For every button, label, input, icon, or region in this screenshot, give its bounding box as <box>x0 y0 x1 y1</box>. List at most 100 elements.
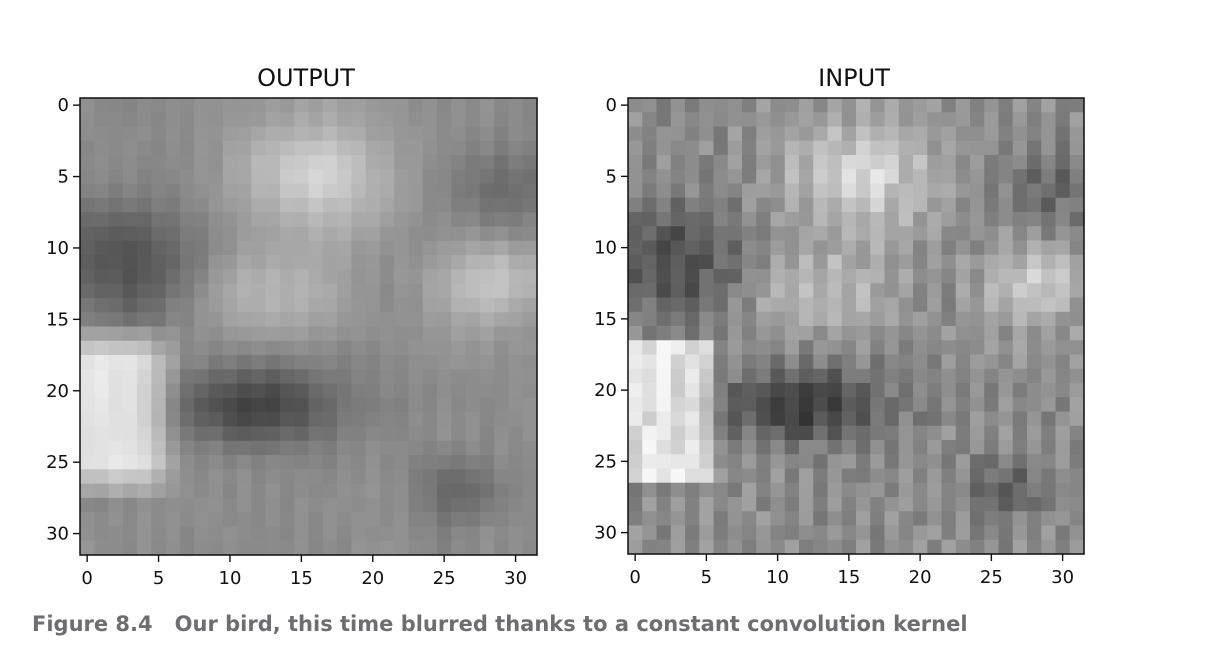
heatmap-cell <box>699 454 715 470</box>
heatmap-cell <box>251 326 267 342</box>
heatmap-cell <box>451 312 467 328</box>
heatmap-cell <box>465 240 481 256</box>
heatmap-cell <box>742 126 757 142</box>
heatmap-cell <box>194 440 210 456</box>
heatmap-cell <box>465 98 481 113</box>
heatmap-cell <box>222 297 238 313</box>
heatmap-cell <box>508 397 524 413</box>
heatmap-cell <box>237 340 252 356</box>
heatmap-cell <box>713 354 729 370</box>
heatmap-cell <box>237 483 252 499</box>
heatmap-cell <box>208 440 224 456</box>
heatmap-cell <box>322 397 338 413</box>
heatmap-cell <box>998 212 1014 227</box>
heatmap-cell <box>827 468 843 484</box>
heatmap-cell <box>422 483 438 499</box>
heatmap-cell <box>884 297 900 313</box>
heatmap-cell <box>151 126 167 142</box>
heatmap-cell <box>522 197 538 213</box>
heatmap-cell <box>898 440 914 455</box>
heatmap-cell <box>522 312 538 328</box>
heatmap-cell <box>756 454 772 470</box>
heatmap-cell <box>508 183 524 199</box>
heatmap-cell <box>756 98 772 113</box>
heatmap-cell <box>713 140 729 156</box>
heatmap-cell <box>179 526 195 542</box>
heatmap-cell <box>941 340 957 356</box>
heatmap-cell <box>1069 397 1085 413</box>
heatmap-cell <box>870 482 886 498</box>
heatmap-cell <box>841 411 857 427</box>
heatmap-cell <box>927 98 943 113</box>
heatmap-cell <box>179 355 195 370</box>
heatmap-cell <box>365 397 381 413</box>
heatmap-cell <box>1027 411 1042 427</box>
heatmap-cell <box>94 312 110 328</box>
heatmap-cell <box>870 497 886 512</box>
heatmap-cell <box>727 425 743 441</box>
heatmap-cell <box>941 425 957 441</box>
heatmap-cell <box>251 469 267 485</box>
heatmap-cell <box>813 297 829 313</box>
heatmap-cell <box>279 197 295 213</box>
heatmap-cell <box>108 269 124 285</box>
heatmap-cell <box>784 155 800 170</box>
heatmap-cell <box>770 368 786 384</box>
x-tick-label: 15 <box>837 567 860 588</box>
heatmap-cell <box>208 526 224 542</box>
heatmap-cell <box>479 512 495 528</box>
output-title: OUTPUT <box>257 64 355 92</box>
heatmap-cell <box>322 412 338 428</box>
heatmap-cell <box>351 540 367 556</box>
heatmap-cell <box>1012 98 1028 113</box>
heatmap-cell <box>294 183 310 199</box>
heatmap-cell <box>437 126 452 142</box>
heatmap-cell <box>137 512 153 528</box>
heatmap-cell <box>756 140 772 156</box>
heatmap-cell <box>394 540 410 556</box>
heatmap-cell <box>208 255 224 270</box>
heatmap-cell <box>80 112 95 128</box>
heatmap-cell <box>165 369 181 385</box>
heatmap-cell <box>970 126 985 142</box>
heatmap-cell <box>80 212 95 228</box>
heatmap-cell <box>770 126 786 142</box>
heatmap-cell <box>408 383 424 399</box>
heatmap-cell <box>628 269 643 284</box>
heatmap-cell <box>451 197 467 213</box>
heatmap-cell <box>379 169 395 185</box>
heatmap-cell <box>137 340 153 356</box>
heatmap-cell <box>984 525 1000 541</box>
heatmap-cell <box>422 283 438 299</box>
heatmap-cell <box>194 226 210 242</box>
heatmap-cell <box>699 98 715 113</box>
heatmap-cell <box>984 440 1000 455</box>
heatmap-cell <box>322 497 338 513</box>
heatmap-cell <box>984 539 1000 555</box>
heatmap-cell <box>727 497 743 512</box>
heatmap-cell <box>265 512 281 528</box>
heatmap-cell <box>827 411 843 427</box>
heatmap-cell <box>365 455 381 470</box>
heatmap-cell <box>670 283 686 299</box>
heatmap-cell <box>884 425 900 441</box>
heatmap-cell <box>251 355 267 370</box>
heatmap-cell <box>422 455 438 470</box>
heatmap-cell <box>108 355 124 370</box>
heatmap-cell <box>437 269 452 285</box>
heatmap-cell <box>208 497 224 513</box>
heatmap-cell <box>265 183 281 199</box>
heatmap-cell <box>308 98 324 113</box>
heatmap-cell <box>770 525 786 541</box>
heatmap-cell <box>294 497 310 513</box>
heatmap-cell <box>308 340 324 356</box>
heatmap-cell <box>1041 539 1057 555</box>
heatmap-cell <box>955 297 971 313</box>
heatmap-cell <box>742 539 757 555</box>
heatmap-cell <box>1041 240 1057 256</box>
heatmap-cell <box>194 397 210 413</box>
heatmap-cell <box>841 383 857 398</box>
heatmap-cell <box>251 397 267 413</box>
heatmap-cell <box>799 383 814 398</box>
